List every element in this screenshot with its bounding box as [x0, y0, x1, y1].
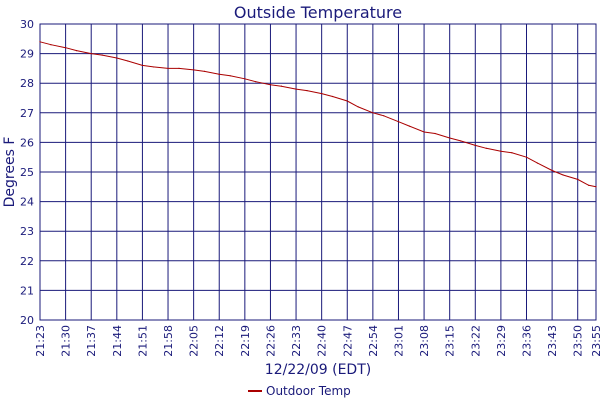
data-point — [269, 84, 272, 86]
data-point — [357, 106, 359, 108]
y-tick-label: 26 — [20, 136, 34, 149]
y-tick-label: 25 — [20, 166, 34, 179]
y-axis-label: Degrees F — [2, 137, 18, 208]
data-point — [127, 60, 129, 62]
data-point — [474, 144, 476, 146]
data-point — [193, 69, 195, 71]
x-tick-label: 22:40 — [316, 325, 329, 357]
data-point — [551, 169, 553, 172]
data-point — [141, 64, 144, 67]
y-tick-label: 23 — [20, 225, 34, 238]
x-tick-label: 22:12 — [213, 325, 226, 357]
data-point — [485, 147, 487, 149]
x-tick-label: 23:29 — [495, 325, 508, 357]
x-tick-label: 23:55 — [590, 325, 600, 357]
data-point — [178, 67, 180, 69]
data-point — [255, 81, 257, 83]
y-tick-label: 24 — [20, 196, 34, 209]
y-tick-label: 22 — [20, 255, 34, 268]
data-point — [321, 92, 323, 95]
series-line-group — [39, 41, 597, 188]
data-point — [346, 100, 348, 102]
data-point — [372, 112, 374, 114]
data-point — [65, 47, 67, 49]
x-tick-label: 22:05 — [188, 325, 201, 357]
chart-title: Outside Temperature — [234, 3, 402, 22]
x-tick-label: 23:50 — [572, 325, 585, 357]
x-tick-labels: 21:23 21:30 21:37 21:44 21:51 21:58 22:05 22:12… — [34, 325, 600, 357]
data-point — [116, 57, 118, 59]
y-tick-label: 27 — [20, 107, 34, 120]
data-point — [167, 67, 169, 69]
data-point — [152, 66, 154, 68]
x-tick-label: 23:22 — [469, 325, 482, 357]
data-point — [295, 88, 297, 90]
data-point — [39, 41, 41, 43]
x-tick-label: 21:30 — [60, 325, 73, 357]
x-tick-label: 22:26 — [264, 325, 277, 357]
data-point — [408, 125, 411, 127]
plot-frame — [39, 23, 597, 321]
legend: Outdoor Temp — [248, 384, 351, 398]
x-tick-label: 23:43 — [546, 325, 559, 357]
data-point — [101, 54, 103, 56]
data-point — [383, 115, 385, 117]
data-point — [218, 73, 220, 75]
data-point — [204, 70, 206, 72]
data-point — [511, 152, 513, 154]
data-point — [562, 174, 564, 176]
x-tick-label: 21:37 — [85, 325, 98, 357]
legend-label: Outdoor Temp — [266, 384, 351, 398]
series-line-outdoor-temp — [39, 41, 597, 188]
x-axis-label: 12/22/09 (EDT) — [265, 362, 371, 378]
x-tick-label: 21:58 — [162, 325, 175, 357]
data-point — [588, 184, 590, 186]
data-point — [536, 162, 539, 164]
x-tick-label: 22:54 — [367, 325, 380, 357]
data-point — [595, 186, 597, 188]
y-tick-label: 28 — [20, 77, 34, 90]
x-tick-label: 21:23 — [34, 325, 47, 357]
x-tick-label: 21:44 — [111, 325, 124, 357]
y-tick-labels: 20 21 22 23 24 25 26 27 28 29 30 — [20, 18, 34, 327]
x-tick-label: 21:51 — [136, 325, 149, 357]
data-point — [50, 44, 52, 46]
data-point — [229, 75, 231, 77]
y-tick-label: 29 — [20, 48, 34, 61]
data-point — [449, 137, 451, 139]
grid — [39, 23, 597, 321]
x-tick-label: 23:01 — [392, 325, 405, 357]
data-point — [75, 50, 78, 52]
y-tick-label: 21 — [20, 284, 34, 297]
data-point — [397, 121, 400, 123]
x-tick-label: 23:36 — [521, 325, 534, 357]
x-tick-label: 23:15 — [444, 325, 457, 357]
data-point — [90, 53, 92, 55]
data-point — [332, 95, 334, 98]
x-tick-label: 22:19 — [239, 325, 252, 357]
data-point — [577, 178, 579, 180]
x-tick-label: 22:33 — [290, 325, 303, 357]
x-tick-label: 22:47 — [341, 325, 354, 357]
y-tick-label: 20 — [20, 314, 34, 327]
y-tick-label: 30 — [20, 18, 34, 31]
data-point — [525, 156, 528, 158]
data-point — [280, 85, 283, 87]
data-point — [500, 150, 502, 152]
data-point — [434, 132, 436, 135]
data-point — [306, 90, 308, 92]
data-point — [244, 78, 246, 80]
data-point — [423, 131, 425, 133]
data-point — [460, 140, 462, 142]
x-tick-label: 23:08 — [418, 325, 431, 357]
